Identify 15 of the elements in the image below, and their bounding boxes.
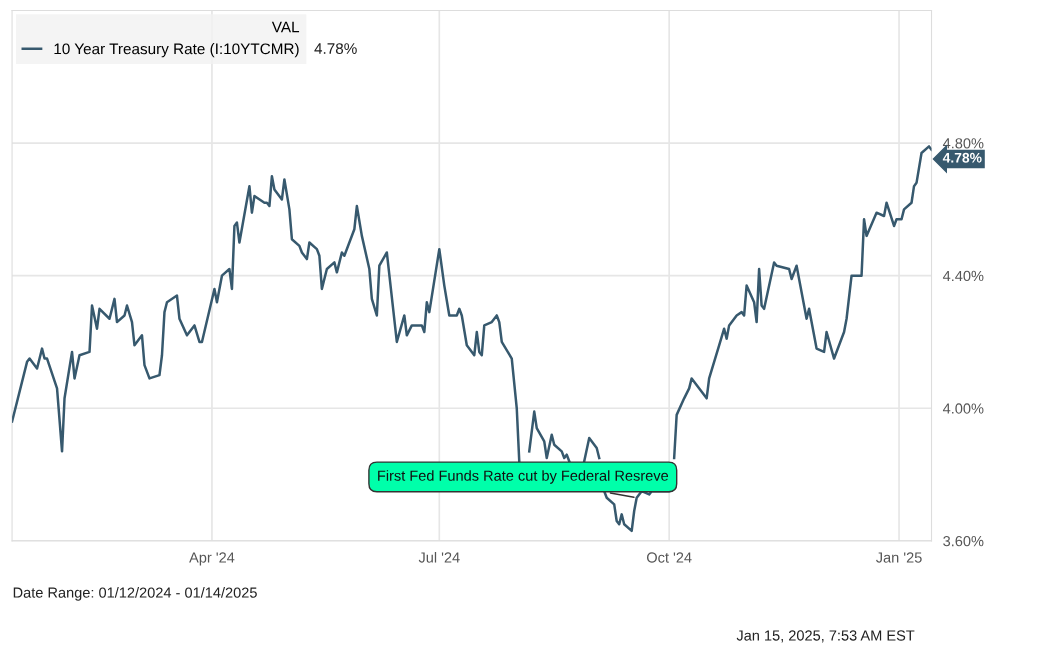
y-tick-label: 4.80% — [942, 138, 984, 149]
annotation: First Fed Funds Rate cut by Federal Resreve — [378, 470, 669, 484]
text: Date Range: 01/12/2024 - 01/14/2025 — [13, 587, 257, 601]
x-tick-label: Jan '25 — [875, 552, 922, 563]
legend-label: 10 Year Treasury Rate (I:10YTCMR) — [54, 43, 299, 58]
data-label: 4.78% — [942, 152, 982, 163]
text: Jan 15, 2025, 7:53 AM EST — [736, 630, 915, 643]
annotation: 4.78% — [314, 43, 357, 54]
y-tick-label: 4.40% — [942, 270, 984, 282]
x-tick-label: Apr '24 — [189, 552, 235, 566]
x-tick-label: Jul '24 — [418, 551, 460, 563]
y-tick-label: 3.60% — [943, 535, 984, 547]
y-tick-label: 4.00% — [942, 403, 984, 414]
x-tick-label: Oct '24 — [646, 552, 692, 563]
legend-title: VAL — [271, 21, 300, 33]
